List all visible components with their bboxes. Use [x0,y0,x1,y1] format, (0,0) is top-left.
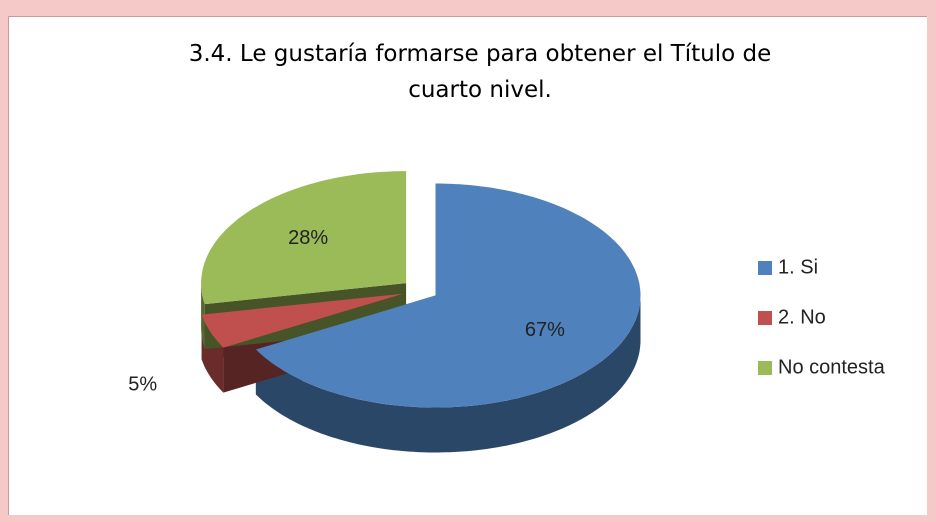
slice [201,293,404,348]
data-label: 5% [128,374,157,396]
legend-swatch [758,311,772,325]
legend-swatch [758,361,772,375]
legend-swatch [758,261,772,275]
legend-label: 1. Si [778,256,818,278]
data-label: 28% [288,227,328,249]
slice [255,183,641,408]
legend-label: No contesta [778,356,886,378]
chart-title: 3.4. Le gustaría formarse para obtener e… [188,41,772,103]
slice-side [255,295,641,453]
data-label: 67% [525,319,565,341]
legend-label: 2. No [778,306,826,328]
slice [201,171,407,305]
